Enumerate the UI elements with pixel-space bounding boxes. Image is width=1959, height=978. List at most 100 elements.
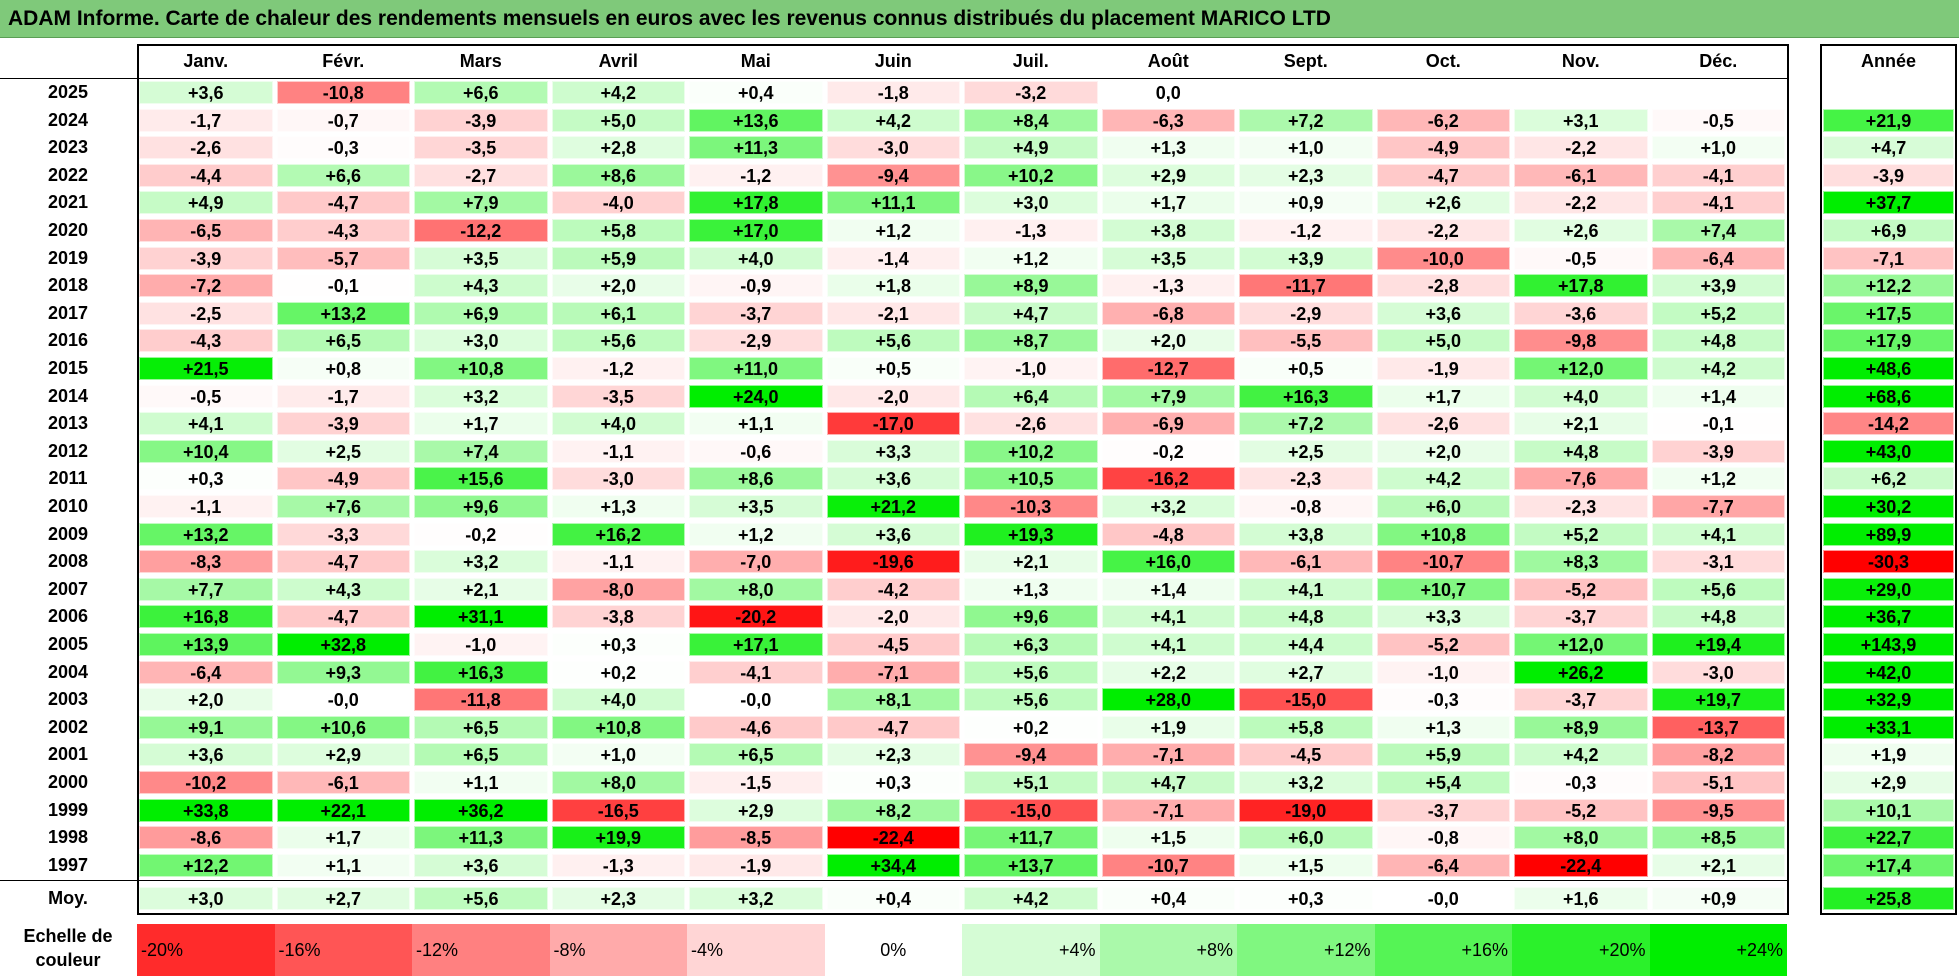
average-cell: +1,6 [1514,887,1648,911]
year-label: 2008 [47,551,89,572]
heatmap-cell: -0,0 [276,688,410,712]
heatmap-cell: +5,6 [1651,577,1785,601]
heatmap-cell: -7,0 [689,550,823,574]
year-label: 2006 [47,606,89,627]
average-annual-cell: +25,8 [1823,887,1954,911]
heatmap-cell: +1,1 [414,771,548,794]
heatmap-cell: -1,7 [139,108,273,132]
heatmap-cell: -4,3 [139,329,273,353]
heatmap-cell: +1,7 [1376,384,1510,408]
heatmap-cell: +33,8 [139,798,273,822]
heatmap-cell: +2,6 [1514,219,1648,242]
annual-cell: +36,7 [1823,605,1954,629]
heatmap-cell: -12,2 [414,219,548,242]
heatmap-cell: +3,6 [139,81,273,104]
heatmap-cell: -7,1 [826,660,960,684]
annual-cell: +10,1 [1823,798,1954,822]
heatmap-cell: -6,8 [1101,301,1235,325]
average-cell: +0,9 [1651,887,1785,911]
heatmap-cell: -3,6 [1514,301,1648,325]
heatmap-cell: +1,3 [1101,136,1235,160]
heatmap-cell: +10,2 [964,163,1098,187]
heatmap-cell: -19,0 [1239,798,1373,822]
heatmap-cell: +34,4 [826,853,960,877]
heatmap-cell: +5,4 [1376,771,1510,794]
heatmap-cell: +1,1 [276,853,410,877]
month-header: Nov. [1561,51,1600,71]
heatmap-cell: +12,0 [1514,633,1648,656]
annual-cell: +17,9 [1823,329,1954,353]
heatmap-cell: +4,2 [1376,467,1510,491]
heatmap-cell: +4,1 [1101,605,1235,629]
heatmap-cell: +1,7 [414,412,548,436]
annual-cell: +1,9 [1823,743,1954,767]
heatmap-cell: -0,7 [276,108,410,132]
heatmap-cell: +6,5 [414,715,548,739]
heatmap-cell: +2,5 [276,439,410,463]
heatmap-cell: +32,8 [276,633,410,656]
heatmap-cell: -3,9 [1651,439,1785,463]
annual-cell: -14,2 [1823,412,1954,436]
heatmap-cell: +31,1 [414,605,548,629]
heatmap-cell: -6,1 [1239,550,1373,574]
year-label: 2012 [47,440,89,461]
annual-cell: +22,7 [1823,826,1954,850]
year-label: 2005 [47,634,89,654]
heatmap-cell: +2,7 [1239,660,1373,684]
heatmap-cell: -1,1 [139,495,273,518]
heatmap-cell: -2,0 [826,384,960,408]
heatmap-cell: -0,6 [689,439,823,463]
heatmap-cell: +6,6 [276,163,410,187]
heatmap-cell: +1,2 [964,246,1098,270]
heatmap-cell: -3,0 [1651,660,1785,684]
heatmap-cell: -2,5 [139,301,273,325]
heatmap-cell: +8,3 [1514,550,1648,574]
year-label: 2014 [47,385,89,406]
heatmap-cell: -10,2 [139,771,273,794]
heatmap-cell: +5,6 [964,688,1098,712]
color-scale-swatch: -8% [549,924,687,976]
heatmap-cell: +3,5 [1101,246,1235,270]
year-label: 2011 [48,468,88,489]
year-label: 2015 [47,358,89,378]
heatmap-cell: +2,3 [826,743,960,767]
heatmap-cell: +1,0 [1651,136,1785,160]
year-label: 2018 [47,275,89,296]
heatmap-cell: -2,8 [1376,274,1510,298]
heatmap-cell: +1,5 [1239,853,1373,877]
heatmap-cell: -1,8 [826,81,960,104]
heatmap-cell: +13,2 [139,522,273,546]
year-label: 2000 [47,772,89,792]
heatmap-cell: -6,5 [139,219,273,242]
heatmap-cell: -3,3 [276,522,410,546]
heatmap-cell: +2,1 [1514,412,1648,436]
heatmap-cell: -8,6 [139,826,273,850]
heatmap-cell: -1,3 [1101,274,1235,298]
annual-cell: +6,2 [1823,467,1954,491]
heatmap-cell: -1,9 [689,853,823,877]
heatmap-cell: -3,0 [551,467,685,491]
month-header: Juil. [1012,51,1049,71]
heatmap-cell: +10,5 [964,467,1098,491]
heatmap-cell: -6,2 [1376,108,1510,132]
heatmap-cell: +10,8 [551,715,685,739]
heatmap-cell: +3,2 [1239,771,1373,794]
heatmap-cell: +1,2 [1651,467,1785,491]
average-cell: +3,2 [689,887,823,911]
heatmap-cell: +6,5 [276,329,410,353]
heatmap-cell: +5,8 [1239,715,1373,739]
heatmap-cell: -4,9 [1376,136,1510,160]
heatmap-cell: +16,3 [414,660,548,684]
heatmap-cell: +3,0 [964,191,1098,215]
heatmap-cell: +4,0 [1514,384,1648,408]
heatmap-cell: +3,1 [1514,108,1648,132]
heatmap-cell: -4,0 [551,191,685,215]
heatmap-cell: +4,1 [1239,577,1373,601]
heatmap-cell: +8,0 [551,771,685,794]
heatmap-cell: +8,5 [1651,826,1785,850]
heatmap-cell: +5,2 [1514,522,1648,546]
color-scale-swatch: -20% [137,924,275,976]
heatmap-cell: -1,2 [689,163,823,187]
heatmap-cell: +5,6 [826,329,960,353]
year-label: 2010 [47,496,89,516]
